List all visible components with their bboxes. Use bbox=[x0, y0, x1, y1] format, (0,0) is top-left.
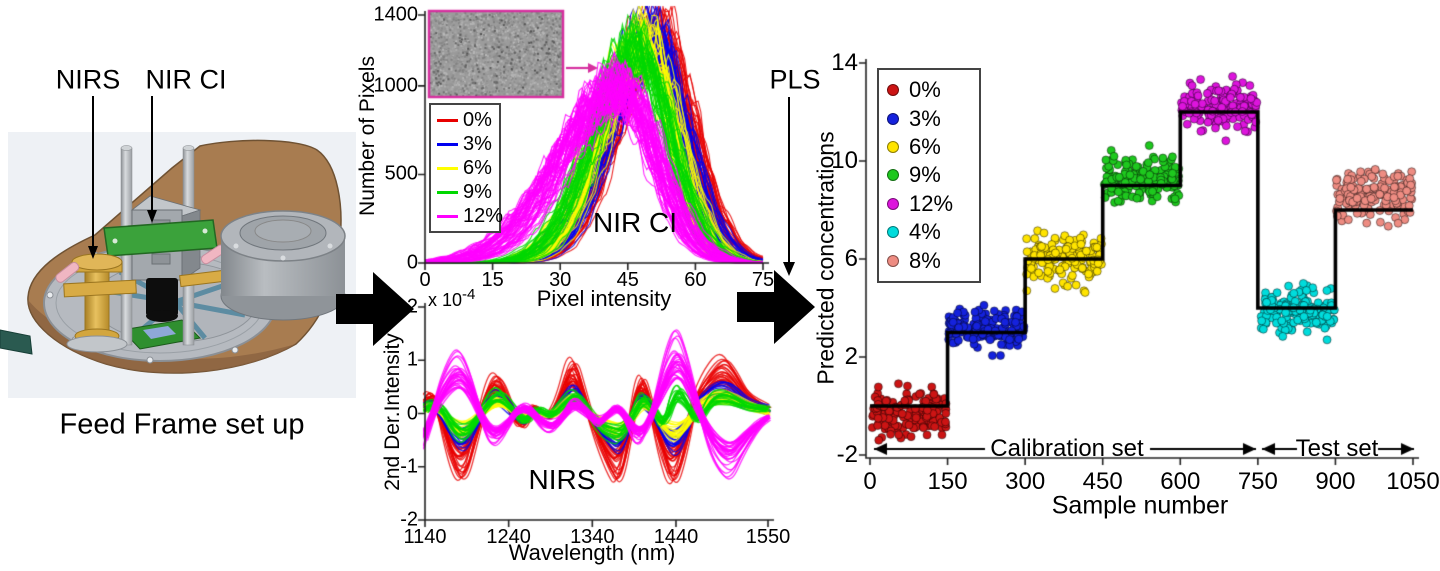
c1-legend-entry: 9% bbox=[437, 181, 493, 204]
c2-y-tick: 1 bbox=[406, 348, 418, 371]
c3-y-tick: -2 bbox=[836, 441, 858, 468]
c3-xlabel: Sample number bbox=[1051, 491, 1229, 520]
c2-y-multiplier-base: x 10 bbox=[428, 290, 463, 310]
c1-legend-swatch bbox=[437, 214, 458, 218]
c1-legend: 0% 3% 6% 9% 12% bbox=[429, 103, 503, 233]
c2-x-tick: 1340 bbox=[570, 526, 615, 548]
c3-y-tick: 6 bbox=[844, 245, 858, 272]
feed-frame-caption: Feed Frame set up bbox=[59, 408, 305, 441]
c3-legend-entry: 0% bbox=[887, 77, 971, 103]
c3-x-tick: 600 bbox=[1160, 468, 1201, 495]
c3-legend-swatch bbox=[887, 254, 899, 267]
c3-legend-swatch bbox=[887, 169, 899, 182]
c2-title: NIRS bbox=[528, 464, 596, 495]
c3-legend-swatch bbox=[887, 112, 899, 125]
c2-x-tick: 1440 bbox=[653, 526, 699, 548]
c3-legend-swatch bbox=[887, 141, 899, 154]
c1-legend-label: 6% bbox=[463, 156, 492, 179]
c1-legend-label: 12% bbox=[463, 204, 504, 227]
c3-y-tick: 14 bbox=[831, 49, 858, 76]
c3-x-tick: 0 bbox=[863, 468, 877, 495]
c2-y-tick: -2 bbox=[400, 508, 418, 531]
c1-xlabel: Pixel intensity bbox=[536, 286, 672, 311]
c3-legend-swatch bbox=[887, 226, 899, 239]
c3-legend-label: 6% bbox=[909, 134, 941, 160]
c3-legend-entry: 9% bbox=[887, 162, 971, 188]
c2-y-tick: 0 bbox=[406, 402, 418, 424]
c2-x-tick: 1240 bbox=[486, 526, 531, 548]
c1-legend-entry: 6% bbox=[437, 157, 493, 180]
c3-test-annotation: Test set bbox=[1295, 435, 1379, 462]
c3-legend-swatch bbox=[887, 84, 899, 97]
c1-x-tick: 0 bbox=[419, 269, 431, 291]
c1-x-tick: 60 bbox=[684, 269, 707, 291]
c3-legend-label: 4% bbox=[909, 219, 941, 245]
c2-y-tick: -1 bbox=[400, 455, 418, 478]
c1-legend-entry: 12% bbox=[437, 205, 503, 228]
c3-legend-entry: 4% bbox=[887, 219, 971, 245]
c3-calibration-annotation: Calibration set bbox=[990, 435, 1144, 462]
c3-legend-label: 9% bbox=[909, 162, 941, 188]
c3-legend-label: 0% bbox=[909, 77, 941, 103]
c1-x-tick: 30 bbox=[549, 269, 572, 291]
c3-x-tick: 1050 bbox=[1386, 468, 1440, 495]
c1-y-tick: 1000 bbox=[373, 74, 419, 97]
c3-legend-entry: 12% bbox=[887, 191, 971, 217]
c2-x-tick: 1140 bbox=[403, 526, 447, 548]
c3-x-tick: 750 bbox=[1237, 468, 1278, 495]
c3-legend-label: 3% bbox=[909, 105, 941, 131]
c1-y-tick: 0 bbox=[406, 251, 418, 274]
c1-legend-label: 0% bbox=[463, 108, 492, 131]
c1-y-tick: 1400 bbox=[373, 3, 419, 26]
c3-y-tick: 2 bbox=[844, 343, 858, 370]
c3-y-tick: 10 bbox=[831, 147, 858, 174]
c1-legend-label: 3% bbox=[463, 132, 492, 155]
c3-legend: 0% 3% 6% 9% 12% 4% 8% bbox=[877, 68, 981, 283]
c1-legend-swatch bbox=[437, 190, 458, 194]
c3-legend-swatch bbox=[887, 197, 899, 210]
c1-title: NIR CI bbox=[593, 207, 677, 238]
c2-y-multiplier: x 10-4 bbox=[428, 286, 475, 311]
c1-legend-entry: 0% bbox=[437, 109, 493, 132]
c3-x-tick: 900 bbox=[1315, 468, 1356, 495]
c1-legend-label: 9% bbox=[463, 180, 492, 203]
c3-legend-label: 12% bbox=[909, 190, 954, 216]
c3-x-tick: 450 bbox=[1082, 468, 1123, 495]
c1-legend-swatch bbox=[437, 142, 458, 146]
c2-y-tick: 2 bbox=[406, 295, 418, 318]
c2-x-tick: 1550 bbox=[745, 526, 791, 548]
c1-x-tick: 45 bbox=[616, 269, 639, 291]
c3-legend-entry: 6% bbox=[887, 134, 971, 160]
c3-x-tick: 300 bbox=[1005, 468, 1046, 495]
nirci-callout-label: NIR CI bbox=[145, 64, 227, 95]
c1-legend-entry: 3% bbox=[437, 133, 493, 156]
c1-legend-swatch bbox=[437, 118, 458, 122]
c3-legend-entry: 8% bbox=[887, 248, 971, 274]
c1-y-tick: 500 bbox=[384, 162, 418, 185]
c3-legend-entry: 3% bbox=[887, 106, 971, 132]
c1-x-tick: 15 bbox=[481, 269, 504, 291]
c1-x-tick: 75 bbox=[751, 269, 775, 291]
c2-xlabel: Wavelength (nm) bbox=[508, 540, 676, 565]
c1-legend-swatch bbox=[437, 166, 458, 170]
c3-legend-label: 8% bbox=[909, 247, 941, 273]
c2-y-multiplier-exp: -4 bbox=[462, 286, 476, 303]
nirs-callout-label: NIRS bbox=[55, 64, 121, 95]
pls-label: PLS bbox=[769, 64, 821, 95]
c3-x-tick: 150 bbox=[927, 468, 968, 495]
